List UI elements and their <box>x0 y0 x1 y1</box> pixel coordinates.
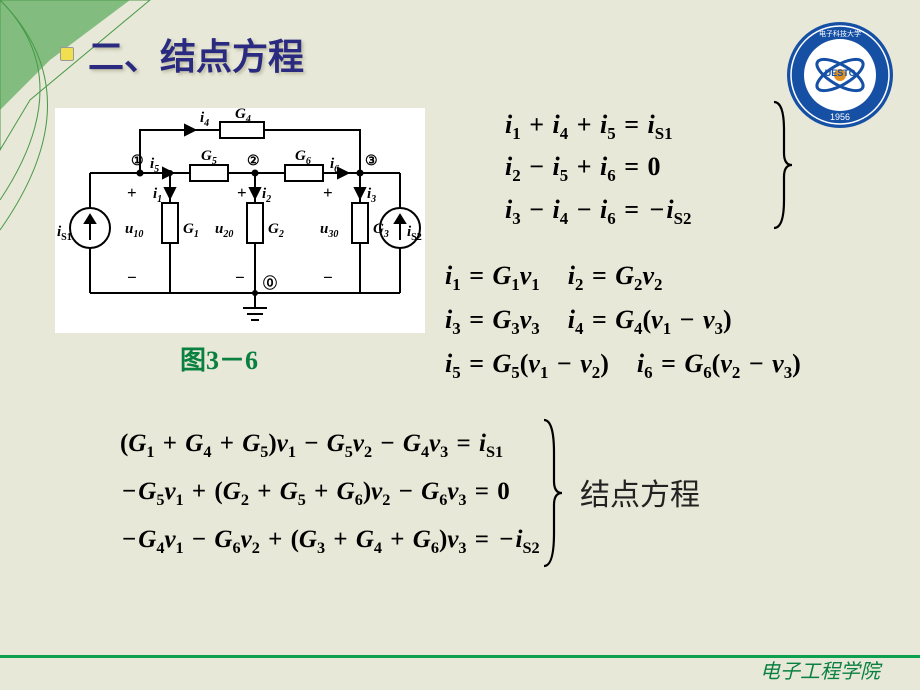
svg-text:−: − <box>127 268 137 287</box>
branch-eq-3: i3 = G3v3 <box>445 299 540 343</box>
svg-text:G2: G2 <box>268 221 284 240</box>
svg-text:③: ③ <box>365 154 378 169</box>
circuit-diagram: ① ② ③ ⓪ i4 G4 i5 G5 G6 i6 i1 i2 i3 G1 G2… <box>55 108 425 333</box>
svg-text:−: − <box>323 268 333 287</box>
node-equations: (G1 + G4 + G5)v1 − G5v2 − G4v3 = iS1 −G5… <box>120 420 540 564</box>
svg-text:G1: G1 <box>183 221 199 240</box>
bracket-icon <box>770 100 794 235</box>
university-logo: UESTC 1956 电子科技大学 <box>785 20 895 130</box>
svg-text:①: ① <box>131 154 144 169</box>
kcl-equations: i1 + i4 + i5 = iS1 i2 − i5 + i6 = 0 i3 −… <box>505 105 691 232</box>
svg-text:−: − <box>235 268 245 287</box>
svg-text:+: + <box>127 183 137 202</box>
svg-text:②: ② <box>247 154 260 169</box>
kcl-eq-3: i3 − i4 − i6 = −iS2 <box>505 190 691 232</box>
kcl-eq-1: i1 + i4 + i5 = iS1 <box>505 105 691 147</box>
svg-text:i1: i1 <box>153 186 162 205</box>
branch-eq-5: i5 = G5(v1 − v2) <box>445 343 609 387</box>
figure-caption: 图3－6 <box>180 340 258 377</box>
node-equations-label: 结点方程 <box>580 470 700 514</box>
node-eq-1: (G1 + G4 + G5)v1 − G5v2 − G4v3 = iS1 <box>120 420 540 468</box>
logo-acronym: UESTC <box>825 68 856 78</box>
svg-text:+: + <box>323 183 333 202</box>
branch-eq-2: i2 = G2v2 <box>568 255 663 299</box>
svg-text:电子科技大学: 电子科技大学 <box>819 29 861 38</box>
title-bullet-icon <box>60 47 74 61</box>
svg-text:u30: u30 <box>320 221 338 240</box>
branch-eq-1: i1 = G1v1 <box>445 255 540 299</box>
branch-eq-4: i4 = G4(v1 − v3) <box>568 299 732 343</box>
bracket-icon <box>540 418 564 573</box>
branch-eq-6: i6 = G6(v2 − v3) <box>637 343 801 387</box>
svg-text:u20: u20 <box>215 221 233 240</box>
logo-year: 1956 <box>830 112 850 122</box>
node-eq-3: −G4v1 − G6v2 + (G3 + G4 + G6)v3 = −iS2 <box>120 516 540 564</box>
svg-text:i4: i4 <box>200 110 209 129</box>
node-eq-2: −G5v1 + (G2 + G5 + G6)v2 − G6v3 = 0 <box>120 468 540 516</box>
kcl-eq-2: i2 − i5 + i6 = 0 <box>505 147 691 189</box>
slide-title: 二、结点方程 <box>88 28 304 80</box>
svg-text:u10: u10 <box>125 221 143 240</box>
svg-text:⓪: ⓪ <box>263 275 277 292</box>
slide-title-row: 二、结点方程 <box>60 28 304 80</box>
branch-equations: i1 = G1v1 i2 = G2v2 i3 = G3v3 i4 = G4(v1… <box>445 255 801 387</box>
svg-text:+: + <box>237 183 247 202</box>
footer-text: 电子工程学院 <box>760 655 880 684</box>
